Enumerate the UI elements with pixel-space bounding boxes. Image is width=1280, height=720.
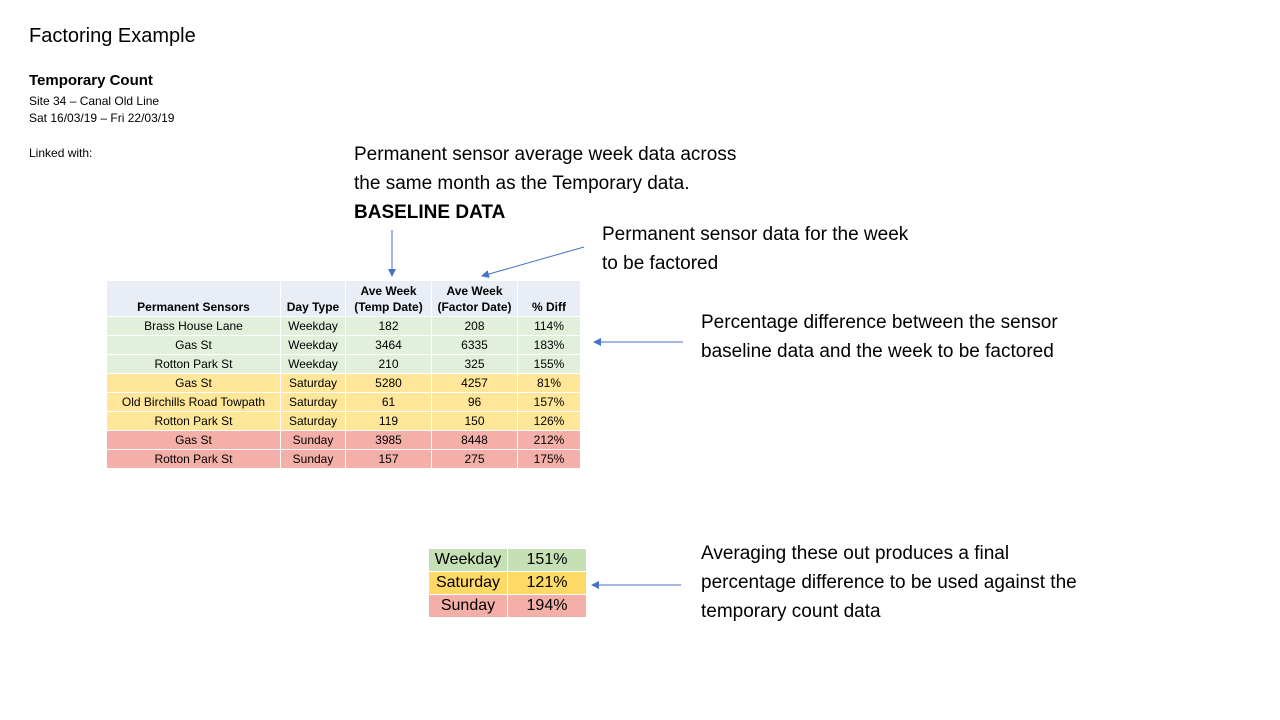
summary-pct-value: 151%: [507, 548, 587, 572]
cell-day-type: Saturday: [280, 411, 346, 431]
cell-day-type: Sunday: [280, 430, 346, 450]
cell-temp: 182: [345, 316, 432, 336]
avg-note-line-1: Averaging these out produces a final: [701, 543, 1010, 564]
cell-diff: 175%: [517, 449, 581, 469]
summary-pct-value: 121%: [507, 571, 587, 595]
cell-temp: 157: [345, 449, 432, 469]
cell-temp: 210: [345, 354, 432, 374]
header-temp-line-2: (Temp Date): [354, 300, 423, 314]
site-line: Site 34 – Canal Old Line: [29, 94, 160, 108]
cell-factor: 4257: [431, 373, 518, 393]
linked-with-line: Linked with:: [29, 146, 93, 160]
cell-sensor: Gas St: [106, 335, 281, 355]
header-ave-week-factor: Ave Week (Factor Date): [431, 280, 518, 317]
factor-week-note: Permanent sensor data for the week to be…: [602, 220, 982, 278]
table-row: Brass House Lane Weekday 182 208 114%: [106, 316, 581, 336]
cell-day-type: Weekday: [280, 335, 346, 355]
header-factor-line-2: (Factor Date): [437, 300, 512, 314]
percentage-difference-note: Percentage difference between the sensor…: [701, 308, 1141, 366]
header-pct-diff: % Diff: [517, 280, 581, 317]
header-permanent-sensors: Permanent Sensors: [106, 280, 281, 317]
cell-sensor: Rotton Park St: [106, 411, 281, 431]
summary-day-label: Sunday: [428, 594, 508, 618]
cell-day-type: Weekday: [280, 316, 346, 336]
cell-day-type: Sunday: [280, 449, 346, 469]
cell-diff: 155%: [517, 354, 581, 374]
header-temp-line-1: Ave Week: [360, 284, 417, 298]
cell-diff: 81%: [517, 373, 581, 393]
cell-factor: 6335: [431, 335, 518, 355]
table-row: Rotton Park St Sunday 157 275 175%: [106, 449, 581, 469]
page-title: Factoring Example: [29, 25, 196, 47]
summary-table: Weekday 151% Saturday 121% Sunday 194%: [428, 548, 587, 618]
averaging-note: Averaging these out produces a final per…: [701, 539, 1171, 626]
cell-sensor: Brass House Lane: [106, 316, 281, 336]
cell-factor: 275: [431, 449, 518, 469]
summary-row-saturday: Saturday 121%: [428, 571, 587, 595]
table-row: Gas St Sunday 3985 8448 212%: [106, 430, 581, 450]
header-ave-week-temp: Ave Week (Temp Date): [345, 280, 432, 317]
table-row: Gas St Weekday 3464 6335 183%: [106, 335, 581, 355]
cell-diff: 126%: [517, 411, 581, 431]
table-header-row: Permanent Sensors Day Type Ave Week (Tem…: [106, 280, 581, 317]
temporary-count-heading: Temporary Count: [29, 72, 153, 89]
cell-factor: 150: [431, 411, 518, 431]
cell-sensor: Gas St: [106, 430, 281, 450]
table-row: Gas St Saturday 5280 4257 81%: [106, 373, 581, 393]
cell-factor: 8448: [431, 430, 518, 450]
avg-note-line-2: percentage difference to be used against…: [701, 572, 1077, 593]
summary-row-weekday: Weekday 151%: [428, 548, 587, 572]
cell-factor: 325: [431, 354, 518, 374]
cell-sensor: Rotton Park St: [106, 449, 281, 469]
cell-day-type: Weekday: [280, 354, 346, 374]
baseline-note: Permanent sensor average week data acros…: [354, 140, 804, 227]
cell-day-type: Saturday: [280, 392, 346, 412]
cell-day-type: Saturday: [280, 373, 346, 393]
table-row: Old Birchills Road Towpath Saturday 61 9…: [106, 392, 581, 412]
date-range-line: Sat 16/03/19 – Fri 22/03/19: [29, 111, 175, 125]
cell-diff: 114%: [517, 316, 581, 336]
cell-temp: 3985: [345, 430, 432, 450]
avg-note-line-3: temporary count data: [701, 601, 881, 622]
table-row: Rotton Park St Weekday 210 325 155%: [106, 354, 581, 374]
cell-temp: 61: [345, 392, 432, 412]
cell-factor: 96: [431, 392, 518, 412]
cell-factor: 208: [431, 316, 518, 336]
baseline-note-line-2: the same month as the Temporary data.: [354, 173, 690, 194]
cell-sensor: Old Birchills Road Towpath: [106, 392, 281, 412]
summary-row-sunday: Sunday 194%: [428, 594, 587, 618]
cell-sensor: Rotton Park St: [106, 354, 281, 374]
pct-note-line-2: baseline data and the week to be factore…: [701, 341, 1054, 362]
arrow-factor-to-factor-column: [481, 246, 585, 278]
summary-day-label: Weekday: [428, 548, 508, 572]
cell-diff: 157%: [517, 392, 581, 412]
header-factor-line-1: Ave Week: [446, 284, 503, 298]
cell-temp: 119: [345, 411, 432, 431]
table-row: Rotton Park St Saturday 119 150 126%: [106, 411, 581, 431]
cell-diff: 212%: [517, 430, 581, 450]
factor-note-line-2: to be factored: [602, 253, 719, 274]
cell-diff: 183%: [517, 335, 581, 355]
cell-temp: 5280: [345, 373, 432, 393]
cell-temp: 3464: [345, 335, 432, 355]
summary-day-label: Saturday: [428, 571, 508, 595]
baseline-note-line-1: Permanent sensor average week data acros…: [354, 144, 737, 165]
sensor-table: Permanent Sensors Day Type Ave Week (Tem…: [106, 280, 581, 469]
baseline-data-label: BASELINE DATA: [354, 202, 506, 223]
header-day-type: Day Type: [280, 280, 346, 317]
pct-note-line-1: Percentage difference between the sensor: [701, 312, 1058, 333]
factor-note-line-1: Permanent sensor data for the week: [602, 224, 909, 245]
summary-pct-value: 194%: [507, 594, 587, 618]
cell-sensor: Gas St: [106, 373, 281, 393]
